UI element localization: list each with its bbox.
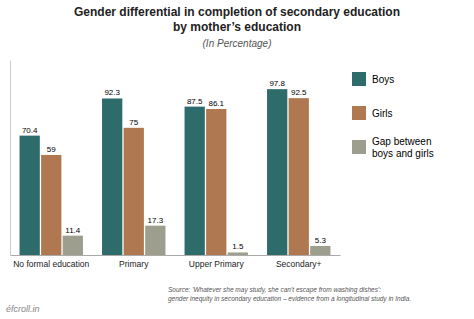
x-axis: No formal education Primary Upper Primary S…: [11, 255, 341, 269]
data-label: 87.5: [187, 97, 203, 106]
data-label: 17.3: [148, 216, 164, 225]
subtitle: (In Percentage): [203, 38, 272, 49]
legend: Boys Girls Gap betweenboys and girls: [352, 72, 434, 159]
bar-series: [63, 226, 331, 255]
bar: [41, 155, 61, 255]
x-tick-label: Primary: [119, 259, 149, 269]
bar-series: [41, 98, 309, 255]
bar: [228, 252, 248, 255]
legend-item: Gap betweenboys and girls: [352, 136, 434, 159]
legend-swatch: [352, 140, 366, 154]
chart: Gender differential in completion of sec…: [0, 0, 474, 319]
legend-label: Boys: [372, 74, 394, 85]
bar: [289, 98, 309, 255]
bar: [102, 98, 122, 255]
watermark: éfcroll.in: [6, 304, 40, 314]
bar: [206, 109, 226, 255]
bar: [267, 89, 287, 255]
source: Source: 'Whatever she may study, she can…: [168, 286, 411, 303]
bar-series: [20, 89, 288, 255]
y-axis-line: [10, 61, 11, 256]
data-labels: 70.4 92.3 87.5 97.8 59 75 86.1 92.5 11.4 17.3 1.5 5…: [22, 79, 327, 251]
legend-item: Boys: [352, 72, 394, 86]
x-tick: Upper Primary: [189, 255, 245, 269]
x-tick: Primary: [119, 255, 149, 269]
data-label: 11.4: [65, 226, 81, 235]
data-label: 70.4: [22, 126, 38, 135]
legend-swatch: [352, 106, 366, 120]
data-label: 86.1: [208, 99, 224, 108]
x-tick: Secondary+: [276, 255, 322, 269]
data-label: 1.5: [232, 242, 244, 251]
data-label: 92.5: [291, 88, 307, 97]
bar: [185, 107, 205, 255]
legend-swatch: [352, 72, 366, 86]
data-label: 5.3: [315, 236, 327, 245]
bar: [124, 128, 144, 255]
bar: [310, 246, 330, 255]
legend-item: Girls: [352, 106, 393, 120]
bar: [63, 236, 83, 255]
x-tick-label: Upper Primary: [189, 259, 245, 269]
bar: [20, 136, 40, 255]
x-tick-label: Secondary+: [276, 259, 322, 269]
data-label: 97.8: [269, 79, 285, 88]
x-axis-line: [11, 255, 341, 256]
legend-label: Gap betweenboys and girls: [372, 136, 434, 159]
x-tick: No formal education: [13, 255, 89, 269]
bar: [145, 226, 165, 255]
title: Gender differential in completion of sec…: [74, 5, 400, 34]
x-tick-label: No formal education: [13, 259, 89, 269]
data-label: 75: [129, 118, 138, 127]
y-axis: [10, 61, 11, 256]
legend-label: Girls: [372, 108, 393, 119]
bars: [20, 89, 331, 255]
data-label: 92.3: [104, 88, 120, 97]
data-label: 59: [47, 145, 56, 154]
